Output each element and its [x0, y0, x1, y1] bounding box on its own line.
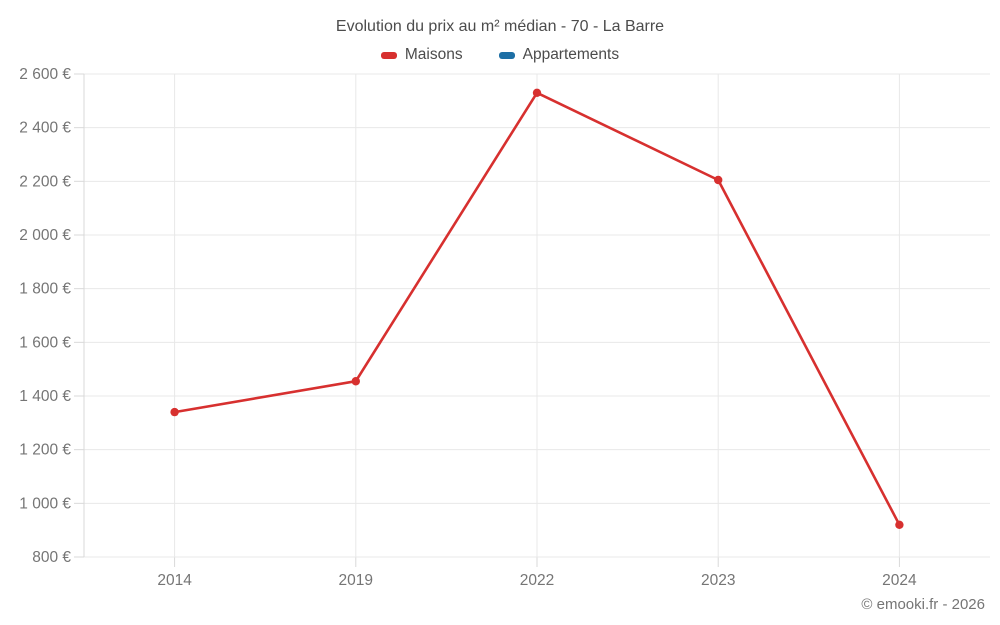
data-point[interactable] [714, 175, 723, 185]
x-axis-label: 2024 [882, 572, 917, 589]
appartements-color-swatch-icon [498, 51, 515, 59]
legend-item-maisons[interactable]: Maisons [380, 46, 463, 64]
y-axis-label: 1 000 € [19, 495, 71, 512]
y-axis-label: 1 400 € [19, 388, 71, 405]
y-axis-label: 2 600 € [19, 66, 71, 83]
chart-title: Evolution du prix au m² médian - 70 - La… [335, 18, 665, 35]
data-point[interactable] [895, 520, 904, 529]
y-axis-label: 1 600 € [19, 334, 71, 351]
legend-item-appartements[interactable]: Appartements [498, 46, 620, 64]
x-axis-label: 2019 [339, 572, 373, 589]
legend-label-maisons: Maisons [404, 46, 463, 63]
x-axis-label: 2022 [520, 572, 554, 589]
x-axis-label: 2023 [701, 572, 735, 589]
y-axis-label: 2 400 € [19, 120, 71, 137]
legend: Maisons Appartements [0, 46, 1000, 64]
y-axis-label: 1 800 € [19, 281, 71, 298]
y-axis-label: 2 200 € [19, 173, 71, 190]
y-axis-label: 2 000 € [19, 227, 71, 244]
y-axis-label: 1 200 € [19, 442, 71, 459]
data-point[interactable] [532, 88, 542, 97]
data-point[interactable] [351, 377, 360, 386]
legend-label-appartements: Appartements [522, 46, 620, 63]
y-axis-label: 800 € [32, 549, 71, 566]
copyright: © emooki.fr - 2026 [861, 596, 985, 613]
data-point[interactable] [170, 407, 179, 417]
x-axis-label: 2014 [157, 572, 192, 589]
maisons-color-swatch-icon [380, 51, 397, 59]
